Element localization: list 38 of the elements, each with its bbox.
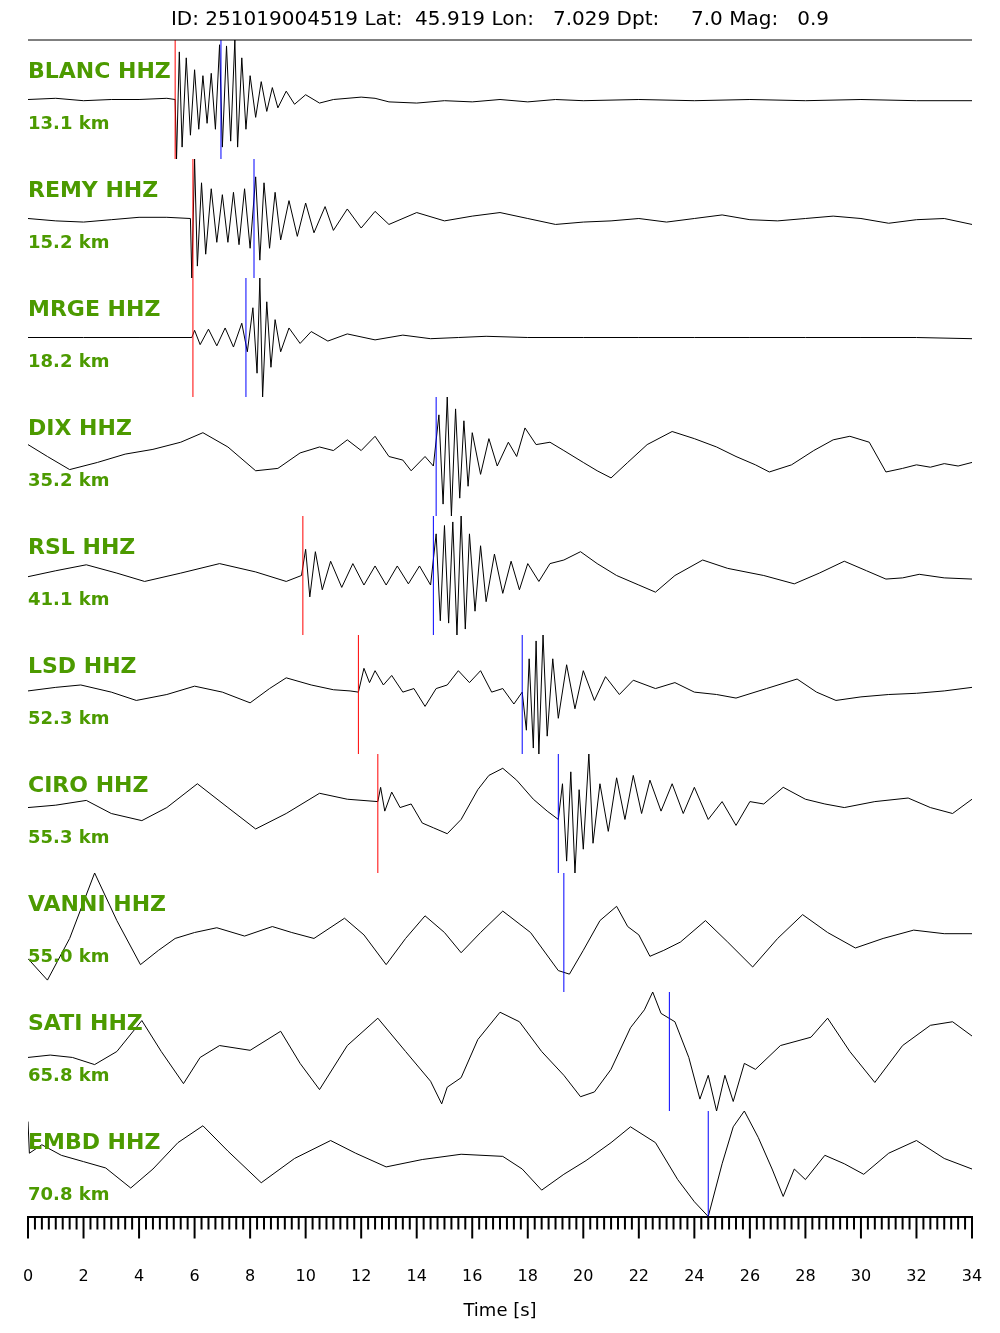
x-tick-label: 4: [133, 1266, 145, 1286]
annotation: 13.1 km: [28, 112, 110, 133]
annotation: CIRO HHZ: [28, 772, 149, 797]
x-tick-label: 34: [961, 1266, 983, 1286]
x-axis-title: Time [s]: [462, 1298, 537, 1320]
annotation: BLANC HHZ: [28, 58, 171, 83]
x-tick-label: 16: [462, 1266, 483, 1286]
x-tick-label: 26: [739, 1266, 761, 1286]
annotation: 18.2 km: [28, 350, 110, 371]
x-tick-label: 18: [517, 1266, 538, 1286]
x-tick-label: 28: [795, 1266, 816, 1286]
x-tick-label: 24: [684, 1266, 705, 1286]
x-tick-label: 12: [351, 1266, 372, 1286]
annotation: SATI HHZ: [28, 1010, 143, 1035]
x-tick-label: 6: [189, 1266, 200, 1286]
x-tick-label: 0: [22, 1266, 34, 1286]
x-tick-label: 30: [850, 1266, 872, 1286]
annotation: MRGE HHZ: [28, 296, 161, 321]
annotation: 70.8 km: [28, 1183, 110, 1204]
annotation: 52.3 km: [28, 707, 110, 728]
x-tick-label: 32: [906, 1266, 927, 1286]
annotation: 65.8 km: [28, 1064, 110, 1085]
annotation: 41.1 km: [28, 588, 110, 609]
x-tick-label: 10: [295, 1266, 316, 1286]
x-tick-label: 22: [628, 1266, 649, 1286]
annotation: 15.2 km: [28, 231, 110, 252]
annotation: REMY HHZ: [28, 177, 159, 202]
annotation: 55.3 km: [28, 826, 110, 847]
x-tick-label: 14: [406, 1266, 427, 1286]
annotation: LSD HHZ: [28, 653, 137, 678]
annotation: EMBD HHZ: [28, 1129, 161, 1154]
annotation: DIX HHZ: [28, 415, 132, 440]
x-tick-label: 20: [573, 1266, 594, 1286]
chart-title: ID: 251019004519 Lat: 45.919 Lon: 7.029 Dpt: 7.0 Mag: 0.9: [170, 6, 830, 31]
annotation: RSL HHZ: [28, 534, 136, 559]
x-tick-label: 2: [78, 1266, 89, 1286]
x-tick-label: 8: [245, 1266, 256, 1286]
annotation: 35.2 km: [28, 469, 110, 490]
